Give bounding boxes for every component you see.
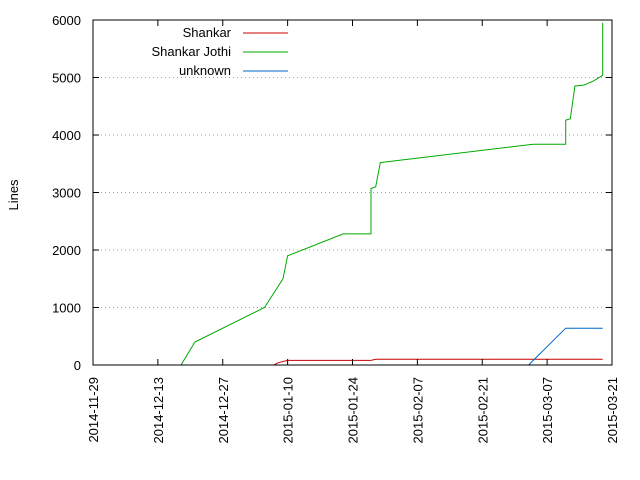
x-tick-label: 2015-01-24 [346,377,361,444]
plot-frame [92,19,613,366]
y-tick-label: 4000 [52,128,81,143]
legend-label: Shankar Jothi [152,44,232,59]
series-line-shankar-jothi [139,22,604,366]
grid-lines [93,77,612,308]
y-tick-label: 0 [74,358,81,373]
x-tick-label: 2015-01-10 [281,377,296,444]
y-tick-label: 2000 [52,243,81,258]
x-tick-label: 2015-03-21 [605,377,620,444]
legend-label: Shankar [183,25,232,40]
axis-ticks: 0 1000 2000 3000 4000 5000 6000 2014-11-29 2014-… [52,13,620,444]
x-tick-label: 2014-12-27 [216,377,231,444]
y-axis-label: Lines [6,179,21,211]
y-tick-label: 5000 [52,71,81,86]
x-tick-label: 2014-12-13 [151,377,166,444]
x-tick-label: 2015-03-07 [540,377,555,444]
legend: Shankar Shankar Jothi unknown [152,25,288,78]
x-tick-label: 2015-02-21 [475,377,490,444]
x-tick-label: 2015-02-07 [410,377,425,444]
x-tick-label: 2014-11-29 [86,377,101,443]
y-tick-label: 3000 [52,186,81,201]
y-tick-label: 6000 [52,13,81,28]
series-line-unknown [528,327,603,366]
y-tick-label: 1000 [52,301,81,316]
legend-label: unknown [179,63,231,78]
